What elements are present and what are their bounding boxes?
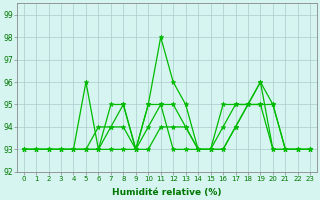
X-axis label: Humidité relative (%): Humidité relative (%) [112, 188, 222, 197]
